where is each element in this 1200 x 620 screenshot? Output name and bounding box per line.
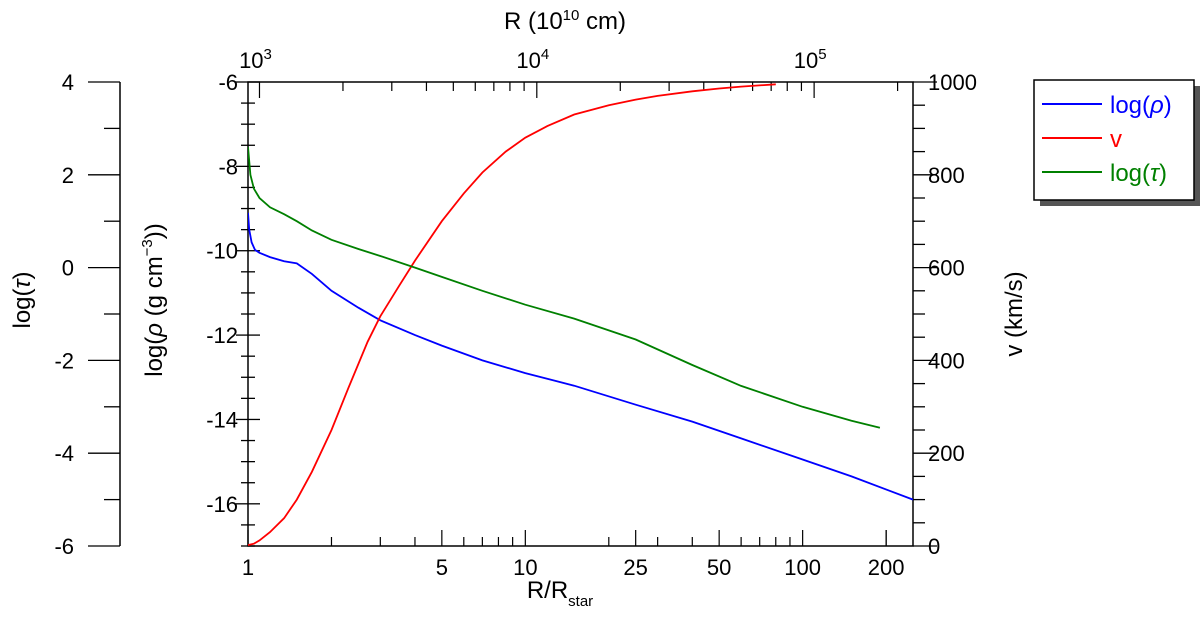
top-axis-ticks: 103 104 105 [239, 46, 899, 98]
x-axis-ticks: 1 5 10 25 50 100 200 [242, 530, 905, 580]
top-tick-label: 104 [516, 46, 549, 73]
x-axis-title: R/Rstar [527, 577, 593, 610]
rho-tick-label: -10 [206, 239, 238, 264]
tau-axis-title: log(τ) [9, 271, 36, 328]
x-tick-label: 5 [436, 555, 448, 580]
series-line-v [248, 83, 776, 546]
v-tick-label: 0 [928, 534, 940, 559]
rho-axis-ticks: -6 -8 -10 -12 -14 -16 [206, 70, 260, 547]
x-tick-label: 200 [868, 555, 905, 580]
v-axis-title: v (km/s) [1001, 271, 1028, 356]
x-tick-label: 10 [513, 555, 537, 580]
v-tick-label: 600 [928, 256, 965, 281]
rho-tick-label: -6 [218, 70, 238, 95]
x-tick-label: 50 [707, 555, 731, 580]
tau-tick-label: -2 [54, 348, 74, 373]
legend: log(ρ) v log(τ) [1033, 79, 1200, 206]
rho-axis-title: log(ρ (g cm−3)) [139, 223, 168, 377]
v-axis-ticks: 1000 800 600 400 200 0 [913, 70, 977, 559]
tau-tick-label: -6 [54, 534, 74, 559]
top-tick-label: 105 [794, 46, 827, 73]
tau-tick-label: -4 [54, 441, 74, 466]
legend-label: v [1110, 126, 1122, 153]
v-tick-label: 1000 [928, 70, 977, 95]
tau-axis-ticks: 4 2 0 -2 -4 -6 [54, 70, 120, 559]
legend-label: log(τ) [1110, 160, 1167, 187]
series-line-log-rho [248, 212, 913, 501]
tau-tick-label: 4 [62, 70, 74, 95]
x-tick-label: 25 [623, 555, 647, 580]
tau-tick-label: 0 [62, 256, 74, 281]
plot-frame [247, 81, 914, 547]
v-tick-label: 200 [928, 441, 965, 466]
legend-box [1033, 79, 1195, 201]
x-tick-label: 100 [784, 555, 821, 580]
v-tick-label: 800 [928, 163, 965, 188]
rho-tick-label: -16 [206, 492, 238, 517]
rho-tick-label: -8 [218, 154, 238, 179]
legend-label: log(ρ) [1110, 92, 1172, 119]
tau-tick-label: 2 [62, 163, 74, 188]
top-tick-label: 103 [239, 46, 272, 73]
v-tick-label: 400 [928, 348, 965, 373]
series-line-log-tau [248, 146, 881, 429]
x-tick-label: 1 [242, 555, 254, 580]
rho-tick-label: -12 [206, 323, 238, 348]
top-axis-title: R (1010 cm) [504, 7, 626, 35]
rho-tick-label: -14 [206, 407, 238, 432]
